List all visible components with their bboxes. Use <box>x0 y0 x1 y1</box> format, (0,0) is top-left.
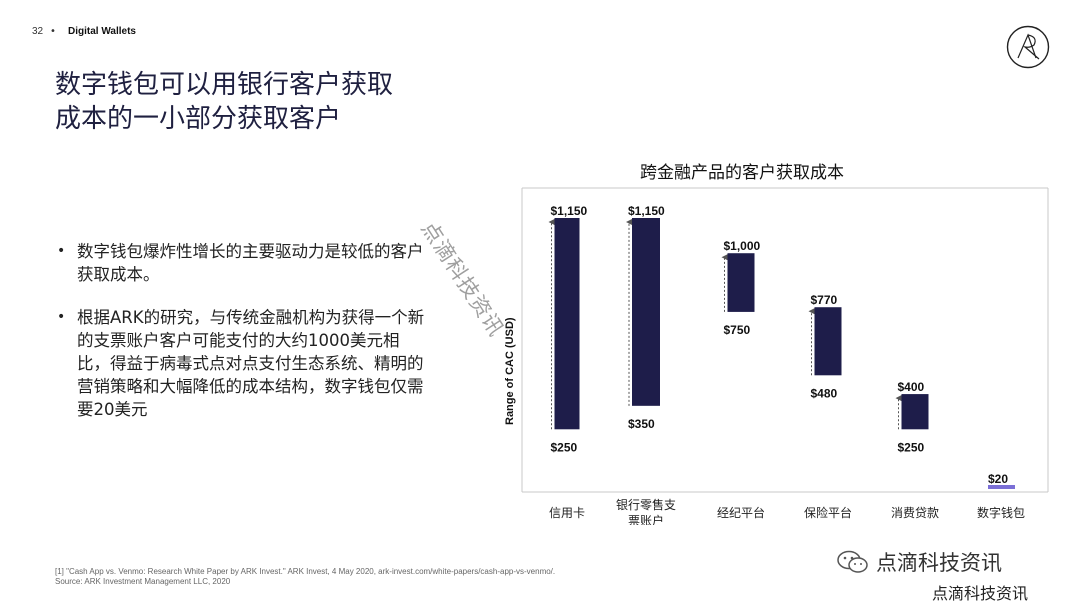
page-title: 数字钱包可以用银行客户获取 成本的一小部分获取客户 <box>55 68 485 136</box>
category-label: 信用卡 <box>549 506 585 520</box>
category-label: 票账户 <box>628 513 664 525</box>
range-bar <box>814 307 842 376</box>
bar-label-low: $250 <box>551 440 578 454</box>
category-label: 数字钱包 <box>977 505 1025 520</box>
category-label: 银行零售支 <box>616 497 676 512</box>
ark-logo-icon <box>1006 25 1050 69</box>
bar-label-high: $1,000 <box>724 239 761 253</box>
footnote-citation: [1] "Cash App vs. Venmo: Research White … <box>55 567 556 576</box>
title-line-2: 成本的一小部分获取客户 <box>55 104 342 134</box>
bar-label-high: $1,150 <box>551 204 588 218</box>
bar-label-low: $480 <box>811 386 838 400</box>
range-bar <box>554 218 580 430</box>
bar-label-high: $770 <box>811 293 838 307</box>
bar-label-low: $250 <box>898 440 925 454</box>
bar-label-low: $750 <box>724 323 751 337</box>
header-separator: • <box>50 26 56 37</box>
category-label: 保险平台 <box>804 505 852 520</box>
bar-label-high: $400 <box>898 380 925 394</box>
footnote: [1] "Cash App vs. Venmo: Research White … <box>55 567 555 587</box>
y-axis-label: Range of CAC (USD) <box>504 317 516 425</box>
chart-title: 跨金融产品的客户获取成本 <box>640 163 844 183</box>
footnote-source: Source: ARK Investment Management LLC, 2… <box>55 577 231 586</box>
category-label: 消费贷款 <box>891 506 939 520</box>
bar-label-high: $20 <box>988 472 1008 486</box>
title-line-1: 数字钱包可以用银行客户获取 <box>55 70 394 100</box>
page-number: 32 <box>32 26 44 37</box>
bar-label-high: $1,150 <box>628 204 665 218</box>
bar-digital-wallet <box>988 485 1015 489</box>
watermark-brand-text: 点滴科技资讯 <box>876 551 1002 575</box>
bullet-item: 根据ARK的研究，与传统金融机构为获得一个新的支票账户客户可能支付的大约1000… <box>55 306 425 421</box>
range-bar <box>727 253 755 312</box>
bar-label-low: $350 <box>628 417 655 431</box>
bullet-item: 数字钱包爆炸性增长的主要驱动力是较低的客户获取成本。 <box>55 240 425 286</box>
bullet-list: 数字钱包爆炸性增长的主要驱动力是较低的客户获取成本。 根据ARK的研究，与传统金… <box>55 240 425 441</box>
wechat-icon <box>837 550 868 573</box>
watermark-brand-secondary: 点滴科技资讯 <box>932 584 1029 603</box>
range-bar <box>632 218 660 406</box>
category-label: 经纪平台 <box>717 505 765 520</box>
watermark-brand: 点滴科技资讯 <box>836 547 1002 577</box>
range-bar <box>901 394 929 430</box>
section-title: Digital Wallets <box>68 26 136 37</box>
cac-range-chart: Range of CAC (USD) $1,150 $250 信用卡 $1,150 $3… <box>504 187 1049 525</box>
